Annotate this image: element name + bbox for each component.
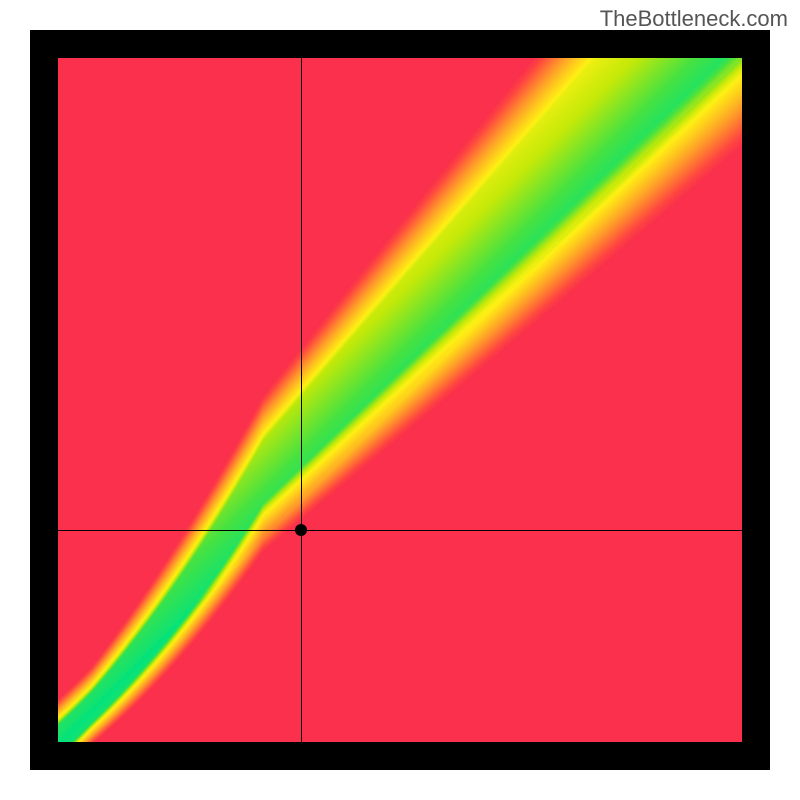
chart-border: [30, 30, 770, 770]
heatmap-plot-area: [58, 58, 742, 742]
heatmap-canvas: [58, 58, 742, 742]
crosshair-vertical: [301, 58, 302, 742]
crosshair-horizontal: [58, 530, 742, 531]
data-point-marker: [295, 524, 307, 536]
watermark-text: TheBottleneck.com: [600, 6, 788, 32]
